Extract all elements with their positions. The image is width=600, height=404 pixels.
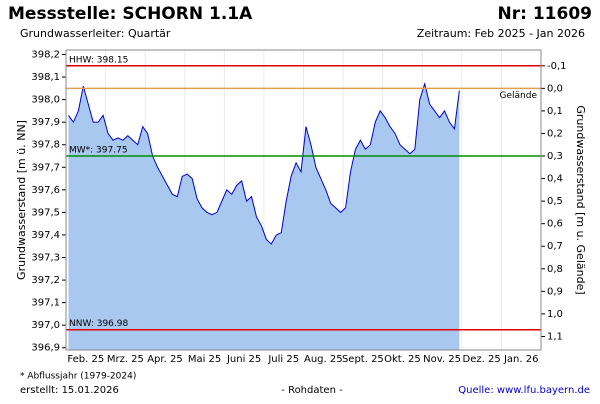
y-tick-label: 398,0 bbox=[31, 95, 60, 106]
y2-tick-label: 0,4 bbox=[547, 174, 563, 185]
plot-frame bbox=[65, 49, 542, 351]
y-tick-label: 397,6 bbox=[31, 185, 60, 196]
y-tick-label: 397,3 bbox=[31, 253, 60, 264]
y-tick-label: 398,1 bbox=[31, 72, 60, 83]
x-tick-label: Juni 25 bbox=[226, 354, 261, 365]
y-tick-label: 397,9 bbox=[31, 117, 60, 128]
station-number: Nr: 11609 bbox=[498, 4, 592, 24]
y2-tick-label: 0,3 bbox=[547, 151, 563, 162]
y2-tick-label: 1,0 bbox=[547, 309, 563, 320]
reference-label: Gelände bbox=[500, 91, 538, 101]
y2-tick-label: 0,0 bbox=[547, 83, 563, 94]
y2-tick-label: 0,6 bbox=[547, 219, 563, 230]
line bbox=[68, 81, 460, 245]
y-tick-label: 397,1 bbox=[31, 298, 60, 309]
y-tick-label: 397,4 bbox=[31, 230, 60, 241]
y-axis-label: Grundwasserstand [m ü. NN] bbox=[15, 120, 28, 280]
y2-tick-label: 0,2 bbox=[547, 128, 563, 139]
subtitle: Grundwasserleiter: Quartär bbox=[20, 27, 171, 40]
x-tick-label: Jan. 26 bbox=[503, 354, 539, 365]
x-tick-label: Nov. 25 bbox=[423, 354, 461, 365]
y2-tick-label: 0,5 bbox=[547, 196, 563, 207]
raw-data-note: - Rohdaten - bbox=[281, 385, 343, 396]
x-tick-label: Aug. 25 bbox=[304, 354, 343, 365]
y-tick-label: 398,2 bbox=[31, 50, 60, 61]
x-tick-label: Okt. 25 bbox=[384, 354, 421, 365]
y-tick-label: 397,2 bbox=[31, 275, 60, 286]
area bbox=[68, 83, 460, 350]
x-tick-label: Feb. 25 bbox=[67, 354, 104, 365]
y2-tick-label: 0,7 bbox=[547, 241, 563, 252]
created-date: erstellt: 15.01.2026 bbox=[20, 385, 119, 396]
reference-label: NNW: 396.98 bbox=[69, 319, 128, 329]
y2-tick-label: 0,9 bbox=[547, 286, 563, 297]
y-tick-label: 396,9 bbox=[31, 343, 60, 354]
chart-title: Messstelle: SCHORN 1.1A bbox=[8, 4, 253, 24]
y2-tick-label: -0,1 bbox=[547, 61, 567, 72]
y-tick-label: 397,7 bbox=[31, 162, 60, 173]
x-tick-label: Juli 25 bbox=[267, 354, 299, 365]
source: Quelle: www.lfu.bayern.de bbox=[458, 385, 590, 396]
reference-label: HHW: 398.15 bbox=[69, 55, 128, 65]
x-tick-label: Dez. 25 bbox=[463, 354, 501, 365]
footnote: * Abflussjahr (1979-2024) bbox=[20, 372, 136, 382]
y-tick-label: 397,0 bbox=[31, 320, 60, 331]
x-tick-label: Mai 25 bbox=[188, 354, 221, 365]
y2-tick-label: 1,1 bbox=[547, 331, 563, 342]
x-tick-label: Apr. 25 bbox=[147, 354, 182, 365]
x-tick-label: Mrz. 25 bbox=[107, 354, 144, 365]
reference-label: MW*: 397.75 bbox=[69, 146, 128, 156]
y-tick-label: 397,8 bbox=[31, 140, 60, 151]
y2-tick-label: 0,1 bbox=[547, 106, 563, 117]
y-tick-label: 397,5 bbox=[31, 207, 60, 218]
y2-axis-label: Grundwasserstand [m u. Gelände] bbox=[574, 105, 587, 294]
x-tick-label: Sept. 25 bbox=[342, 354, 384, 365]
period: Zeitraum: Feb 2025 - Jan 2026 bbox=[417, 27, 585, 40]
y2-tick-label: 0,8 bbox=[547, 264, 563, 275]
